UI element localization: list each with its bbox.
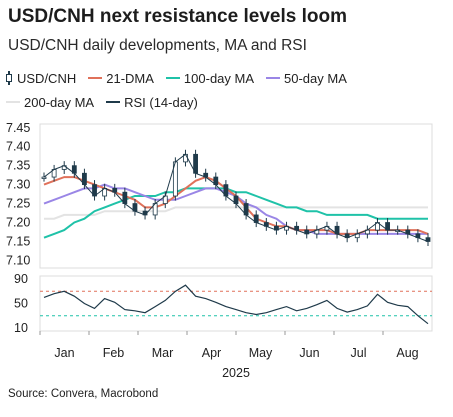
x-tick-label: Jun	[299, 346, 319, 360]
x-tick-label: Apr	[202, 346, 221, 360]
legend-item-usdcnh: USD/CNH	[6, 71, 76, 86]
rsi-y-tick-label: 90	[14, 272, 28, 286]
price-y-tick-label: 7.10	[6, 253, 30, 267]
x-tick-label: Jan	[54, 346, 74, 360]
price-y-tick-label: 7.35	[6, 159, 30, 173]
price-y-tick-label: 7.15	[6, 234, 30, 248]
x-tick-label: Aug	[396, 346, 418, 360]
series-line-usd-cnh	[43, 153, 429, 242]
candle-body	[41, 176, 47, 179]
candlestick-icon	[6, 71, 12, 85]
legend-label: 200-day MA	[24, 94, 95, 110]
legend-label: 21-DMA	[106, 70, 154, 86]
rsi-y-tick-label: 50	[14, 297, 28, 311]
legend-item-rsi: RSI (14-day)	[106, 95, 198, 110]
price-y-tick-label: 7.30	[6, 178, 30, 192]
x-tick-label: Feb	[103, 346, 125, 360]
x-tick-label: Mar	[152, 346, 174, 360]
price-y-tick-label: 7.25	[6, 197, 30, 211]
line-swatch-icon	[106, 101, 121, 103]
line-swatch-icon	[165, 77, 180, 79]
price-panel-frame	[39, 123, 433, 269]
line-swatch-icon	[88, 77, 103, 79]
chart-title: USD/CNH next resistance levels loom	[8, 6, 347, 27]
legend-label: 100-day MA	[183, 70, 255, 86]
legend-item-21dma: 21-DMA	[88, 71, 154, 86]
legend-item-200dma: 200-day MA	[6, 95, 94, 110]
x-axis-year-label: 2025	[222, 366, 250, 380]
line-swatch-icon	[6, 101, 20, 103]
legend: USD/CNH 21-DMA 100-day MA 50-day MA 200-…	[6, 66, 446, 114]
line-swatch-icon	[266, 77, 281, 79]
series-line-rsi	[43, 284, 429, 325]
price-y-tick-label: 7.20	[6, 216, 30, 230]
rsi-y-tick-label: 10	[14, 321, 28, 335]
legend-label: RSI (14-day)	[124, 94, 198, 110]
x-tick-label: May	[249, 346, 273, 360]
price-y-tick-label: 7.45	[6, 121, 30, 135]
chart-subtitle: USD/CNH daily developments, MA and RSI	[8, 37, 307, 54]
legend-item-100dma: 100-day MA	[165, 70, 255, 86]
price-y-tick-label: 7.40	[6, 140, 30, 154]
legend-label: USD/CNH	[17, 70, 77, 86]
legend-item-50dma: 50-day MA	[266, 71, 347, 86]
source-note: Source: Convera, Macrobond	[8, 388, 159, 400]
legend-label: 50-day MA	[284, 70, 347, 86]
x-tick-label: Jul	[351, 346, 367, 360]
